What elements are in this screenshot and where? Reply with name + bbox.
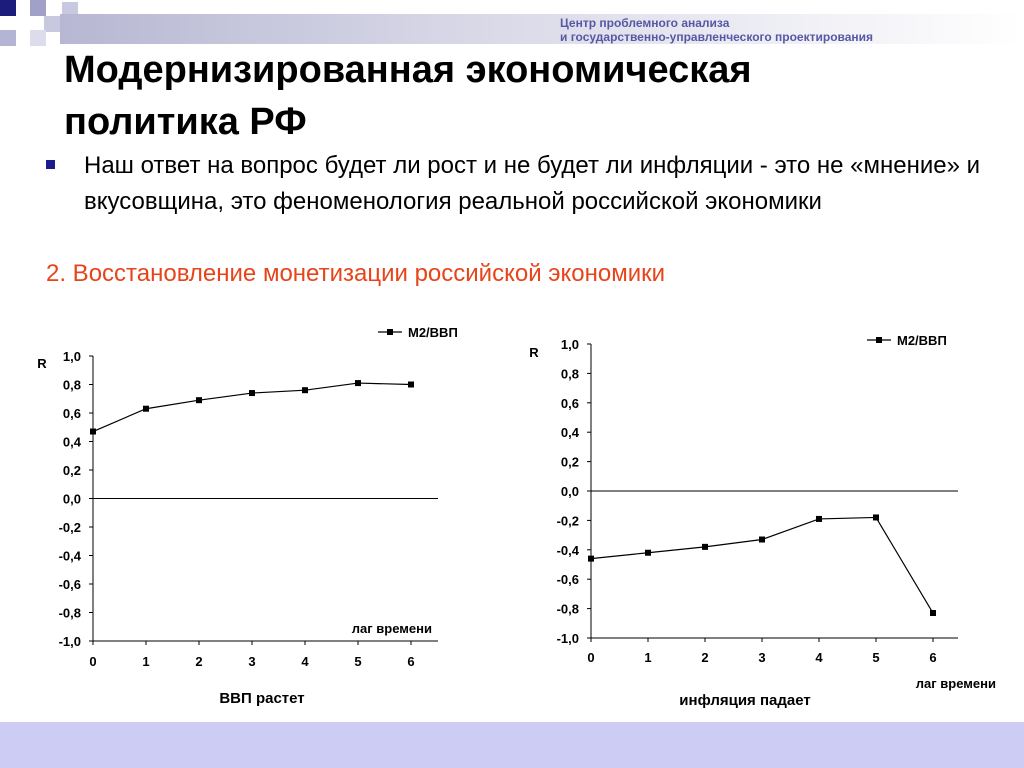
data-point: [702, 543, 708, 550]
y-tick-label: 0,0: [561, 484, 579, 499]
x-tick-label: 6: [929, 650, 936, 665]
organization-name: Центр проблемного анализа и государствен…: [560, 16, 873, 44]
y-tick-label: -0,8: [59, 606, 81, 621]
y-tick-label: 0,2: [63, 463, 81, 478]
y-tick-label: 0,2: [561, 455, 579, 470]
bullet-text: Наш ответ на вопрос будет ли рост и не б…: [84, 152, 981, 215]
chart-inflation-falling: 1,0 0,8 0,6 0,4 0,2 0,0 -0,2 -0,4 -0,6 -0,8 -1,0 0 1…: [529, 333, 996, 709]
data-point: [873, 514, 879, 521]
data-point: [302, 387, 308, 394]
x-tick-label: 5: [872, 650, 879, 665]
x-axis-label: лаг времени: [916, 676, 996, 691]
y-tick-label: 1,0: [561, 337, 579, 352]
decor-square: [0, 0, 16, 16]
data-point: [90, 428, 96, 435]
x-tick-label: 1: [644, 650, 651, 665]
y-tick-label: 0,8: [63, 378, 81, 393]
y-tick-label: 1,0: [63, 349, 81, 364]
data-point: [408, 381, 414, 388]
data-point: [355, 380, 361, 387]
data-point: [930, 610, 936, 617]
series-line: [590, 516, 934, 614]
y-tick-label: 0,0: [63, 492, 81, 507]
page-title: Модернизированная экономическая политика…: [64, 44, 964, 148]
footer-bar: [0, 722, 1024, 768]
y-tick-label: 0,6: [63, 406, 81, 421]
y-tick-label: 0,4: [63, 435, 82, 450]
x-axis-label: лаг времени: [352, 621, 432, 636]
page-title-line2: политика РФ: [64, 101, 307, 143]
y-tick-label: -0,4: [59, 549, 82, 564]
decor-square: [0, 30, 16, 46]
decor-square: [30, 30, 46, 46]
x-tick-label: 2: [701, 650, 708, 665]
data-point: [645, 549, 651, 556]
y-tick-label: -0,6: [557, 572, 579, 587]
y-tick-label: -0,6: [59, 577, 81, 592]
y-axis-label: R: [529, 345, 539, 360]
y-tick-label: 0,4: [561, 425, 580, 440]
x-tick-label: 0: [587, 650, 594, 665]
x-tick-label: 4: [301, 654, 309, 669]
data-point: [249, 390, 255, 397]
data-point: [143, 405, 149, 412]
section-subheading: 2. Восстановление монетизации российской…: [46, 260, 666, 287]
y-tick-label: -0,8: [557, 602, 579, 617]
decor-square: [30, 0, 46, 16]
decor-square: [16, 16, 32, 32]
y-tick-label: -0,4: [557, 543, 580, 558]
data-point: [196, 397, 202, 404]
legend-label: М2/ВВП: [408, 325, 458, 340]
page-title-line1: Модернизированная экономическая: [64, 49, 752, 91]
x-tick-label: 3: [248, 654, 255, 669]
y-tick-label: 0,6: [561, 396, 579, 411]
y-tick-label: -1,0: [59, 634, 81, 649]
chart-caption: инфляция падает: [679, 692, 810, 709]
y-tick-label: -1,0: [557, 631, 579, 646]
chart-caption: ВВП растет: [219, 690, 304, 707]
chart-gdp-growth: 1,0 0,8 0,6 0,4 0,2 0,0 -0,2 -0,4 -0,6 -0,8 -1,0 0 1…: [37, 325, 458, 707]
legend-marker: [387, 329, 393, 335]
decor-square: [44, 16, 60, 32]
x-tick-label: 6: [407, 654, 414, 669]
legend-label: М2/ВВП: [897, 333, 947, 348]
x-tick-label: 0: [89, 654, 96, 669]
data-point: [759, 536, 765, 543]
bullet-marker-icon: [46, 160, 55, 169]
x-tick-label: 4: [815, 650, 823, 665]
x-tick-label: 1: [142, 654, 149, 669]
legend-marker: [876, 337, 882, 343]
data-point: [816, 515, 822, 522]
y-tick-label: -0,2: [59, 520, 81, 535]
header-bar: [60, 14, 1024, 44]
y-axis-label: R: [37, 356, 47, 371]
y-tick-label: 0,8: [561, 366, 579, 381]
organization-name-line1: Центр проблемного анализа: [560, 16, 730, 30]
x-tick-label: 3: [758, 650, 765, 665]
x-tick-label: 5: [354, 654, 361, 669]
x-tick-label: 2: [195, 654, 202, 669]
data-point: [588, 555, 594, 562]
organization-name-line2: и государственно-управленческого проекти…: [560, 30, 874, 44]
y-tick-label: -0,2: [557, 513, 579, 528]
